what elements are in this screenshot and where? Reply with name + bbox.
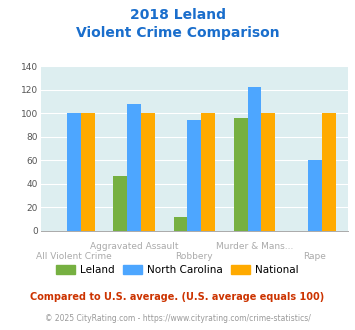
Text: All Violent Crime: All Violent Crime [36, 252, 112, 261]
Bar [201, 113, 215, 231]
Bar [141, 113, 155, 231]
Bar [248, 87, 262, 231]
Bar [81, 113, 95, 231]
Text: Violent Crime Comparison: Violent Crime Comparison [76, 26, 279, 40]
Bar [174, 217, 187, 231]
Text: Aggravated Assault: Aggravated Assault [90, 242, 179, 250]
Text: Compared to U.S. average. (U.S. average equals 100): Compared to U.S. average. (U.S. average … [31, 292, 324, 302]
Bar [262, 113, 275, 231]
Bar [187, 120, 201, 231]
Bar [234, 118, 248, 231]
Bar [67, 113, 81, 231]
Text: © 2025 CityRating.com - https://www.cityrating.com/crime-statistics/: © 2025 CityRating.com - https://www.city… [45, 314, 310, 323]
Bar [308, 160, 322, 231]
Bar [322, 113, 335, 231]
Bar [113, 176, 127, 231]
Text: Rape: Rape [303, 252, 326, 261]
Text: Murder & Mans...: Murder & Mans... [216, 242, 293, 250]
Text: Robbery: Robbery [176, 252, 213, 261]
Text: 2018 Leland: 2018 Leland [130, 8, 225, 22]
Legend: Leland, North Carolina, National: Leland, North Carolina, National [52, 261, 303, 280]
Bar [127, 104, 141, 231]
